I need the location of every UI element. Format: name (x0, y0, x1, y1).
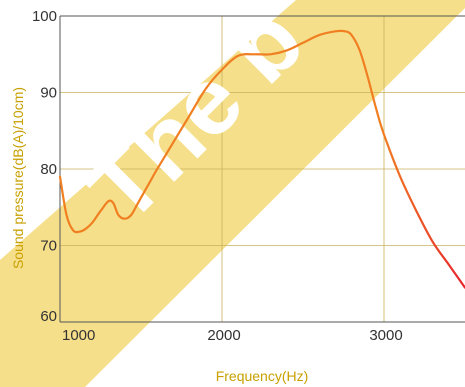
y-axis-label: Sound pressure(dB(A)/10cm) (10, 87, 26, 269)
x-axis-label: Frequency(Hz) (216, 368, 309, 384)
series-group (58, 29, 465, 289)
grid (60, 16, 465, 322)
y-tick-labels: 60 70 80 90 100 (32, 8, 57, 325)
x-tick-label: 2000 (207, 327, 240, 344)
x-tick-label: 3000 (369, 327, 402, 344)
y-tick-label: 60 (40, 308, 57, 325)
x-tick-labels: 1000 2000 3000 (62, 327, 403, 344)
y-tick-label: 90 (40, 85, 57, 102)
y-tick-label: 70 (40, 238, 57, 255)
x-tick-label: 1000 (62, 327, 95, 344)
series-line (58, 29, 465, 289)
y-tick-label: 100 (32, 8, 57, 25)
axes (59, 15, 465, 323)
y-tick-label: 80 (40, 161, 57, 178)
